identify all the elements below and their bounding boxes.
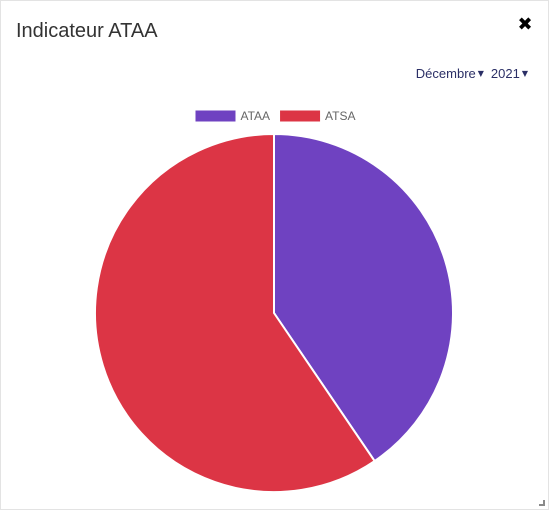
chart-legend: ATAA ATSA bbox=[195, 109, 356, 123]
legend-swatch bbox=[280, 110, 321, 122]
date-filters: Décembre ▼ 2021 ▼ bbox=[416, 66, 528, 81]
pie-chart: ATAA ATSA bbox=[94, 109, 454, 493]
legend-label: ATSA bbox=[325, 109, 355, 123]
legend-item-ataa[interactable]: ATAA bbox=[195, 109, 270, 123]
chevron-down-icon: ▼ bbox=[521, 69, 528, 78]
modal-title: Indicateur ATAA bbox=[16, 20, 158, 42]
legend-swatch bbox=[195, 110, 236, 122]
year-select-value: 2021 bbox=[490, 66, 520, 81]
resize-handle[interactable] bbox=[539, 500, 545, 506]
pie-slice-atsa[interactable] bbox=[94, 132, 377, 493]
month-select-value: Décembre bbox=[415, 66, 476, 81]
pie-slice-ataa[interactable] bbox=[273, 132, 454, 463]
chevron-down-icon: ▼ bbox=[477, 69, 484, 78]
legend-label: ATAA bbox=[240, 109, 270, 123]
legend-item-atsa[interactable]: ATSA bbox=[280, 109, 356, 123]
year-select[interactable]: 2021 ▼ bbox=[491, 66, 528, 81]
close-icon[interactable]: ✖ bbox=[517, 14, 533, 35]
month-select[interactable]: Décembre ▼ bbox=[416, 66, 484, 81]
